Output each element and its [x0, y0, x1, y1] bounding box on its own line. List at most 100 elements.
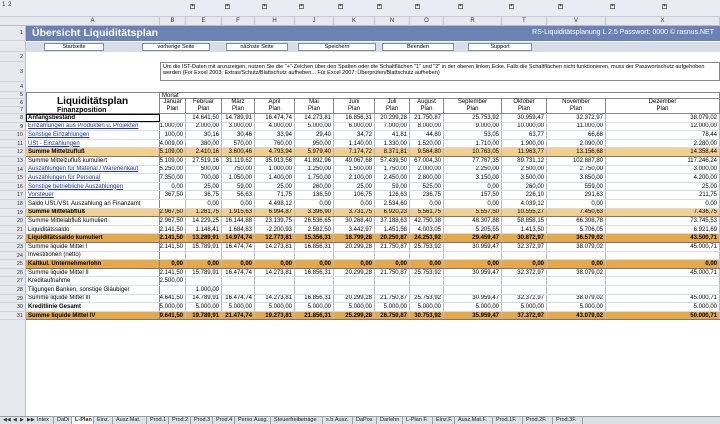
value-cell[interactable]: 30.959,47 [444, 268, 502, 277]
sheet-tab[interactable]: DaPos [353, 417, 377, 424]
value-cell[interactable]: 49.067,68 [334, 157, 375, 165]
value-cell[interactable]: 1.915,63 [222, 208, 255, 217]
nav-button-6[interactable]: Support [468, 43, 532, 51]
value-cell[interactable]: 5.000,00 [502, 303, 547, 311]
value-cell[interactable]: 25,00 [606, 182, 720, 191]
value-cell[interactable]: 3.000,00 [606, 165, 720, 174]
value-cell[interactable]: 21.750,87 [375, 268, 410, 277]
value-cell[interactable]: 67.004,30 [410, 157, 444, 165]
outline-expand-icon[interactable]: + [610, 3, 615, 9]
column-header[interactable]: O [410, 17, 444, 26]
value-cell[interactable]: 1.330,00 [375, 139, 410, 148]
value-cell[interactable]: 5.250,00 [160, 165, 186, 174]
value-cell[interactable]: 50.000,71 [606, 311, 720, 320]
sheet-tab[interactable]: Steuerfreibeträge [271, 417, 323, 424]
value-cell[interactable]: 2.534,60 [375, 200, 410, 208]
value-cell[interactable]: 45.000,71 [606, 268, 720, 277]
value-cell[interactable]: 14.358,44 [606, 148, 720, 156]
row-header[interactable]: 14 [0, 166, 26, 175]
value-cell[interactable]: 30.753,92 [410, 311, 444, 320]
sheet-tab[interactable]: Ausz.Mat. [113, 417, 147, 424]
row-header[interactable]: 10 [0, 131, 26, 140]
nav-button-4[interactable]: Speichern [298, 43, 376, 51]
value-cell[interactable]: 0,00 [444, 260, 502, 268]
value-cell[interactable] [444, 277, 502, 285]
value-cell[interactable]: 73.745,53 [606, 217, 720, 225]
value-cell[interactable]: 5.000,00 [295, 122, 334, 131]
outline-expand-icon[interactable]: + [377, 3, 382, 9]
sheet-tab[interactable]: s.b.Ausz. [323, 417, 353, 424]
value-cell[interactable]: 53,05 [444, 131, 502, 139]
value-cell[interactable]: 1.400,00 [255, 174, 295, 182]
value-cell[interactable]: 0,00 [222, 260, 255, 268]
value-cell[interactable]: 5.000,00 [255, 303, 295, 311]
value-cell[interactable]: 21.750,87 [410, 114, 444, 122]
value-cell[interactable]: 380,00 [186, 139, 222, 148]
value-cell[interactable] [186, 277, 222, 285]
value-cell[interactable]: 43.500,71 [606, 234, 720, 242]
value-cell[interactable] [502, 277, 547, 285]
value-cell[interactable]: 6.000,00 [334, 122, 375, 131]
value-cell[interactable]: 45.000,71 [606, 243, 720, 251]
row-header[interactable] [0, 42, 26, 52]
value-cell[interactable]: 12.000,00 [606, 122, 720, 131]
row-label[interactable]: Auszahlungen für Material / Warenenkauf [26, 165, 160, 174]
value-cell[interactable]: 15.356,31 [295, 234, 334, 242]
nav-button-5[interactable]: Beenden [382, 43, 454, 51]
value-cell[interactable]: 7.450,63 [547, 208, 606, 217]
value-cell[interactable] [410, 277, 444, 285]
value-cell[interactable]: 5.000,00 [222, 303, 255, 311]
value-cell[interactable]: 0,00 [547, 200, 606, 208]
value-cell[interactable]: 14.641,50 [160, 294, 186, 303]
value-cell[interactable] [606, 277, 720, 285]
column-header[interactable]: X [606, 17, 720, 26]
value-cell[interactable]: 21.474,74 [222, 311, 255, 320]
value-cell[interactable]: 0,00 [502, 260, 547, 268]
outline-level-1-button[interactable]: 1 [2, 2, 6, 8]
value-cell[interactable]: 1.250,00 [295, 165, 334, 174]
outline-expand-icon[interactable]: + [225, 3, 230, 9]
value-cell[interactable]: 14.641,50 [186, 114, 222, 122]
value-cell[interactable]: 77.767,35 [444, 157, 502, 165]
value-cell[interactable]: 0,00 [334, 260, 375, 268]
value-cell[interactable]: 5.000,00 [410, 303, 444, 311]
value-cell[interactable]: 4.009,00 [160, 139, 186, 148]
row-header[interactable]: 23 [0, 243, 26, 252]
value-cell[interactable]: 3.850,00 [547, 174, 606, 182]
value-cell[interactable]: 0,00 [444, 182, 502, 191]
value-cell[interactable] [375, 251, 410, 260]
value-cell[interactable]: 20.299,28 [375, 114, 410, 122]
sheet-tab[interactable]: L-Plan [72, 417, 94, 424]
value-cell[interactable]: 59,00 [375, 182, 410, 191]
row-header[interactable]: 22 [0, 234, 26, 243]
value-cell[interactable]: 25.753,92 [410, 268, 444, 277]
value-cell[interactable]: 2.280,00 [606, 139, 720, 148]
value-cell[interactable]: 0,00 [295, 200, 334, 208]
value-cell[interactable]: 13.289,91 [186, 234, 222, 242]
row-header[interactable]: 5 [0, 92, 26, 99]
value-cell[interactable]: 30.959,47 [444, 243, 502, 251]
value-cell[interactable]: 4.200,00 [606, 174, 720, 182]
value-cell[interactable]: 30.872,97 [502, 234, 547, 242]
value-cell[interactable]: 14.789,91 [186, 294, 222, 303]
value-cell[interactable]: 0,00 [444, 200, 502, 208]
value-cell[interactable]: 78,44 [606, 131, 720, 139]
value-cell[interactable] [410, 286, 444, 294]
value-cell[interactable]: 0,00 [186, 260, 222, 268]
value-cell[interactable]: 25,00 [255, 182, 295, 191]
value-cell[interactable] [160, 200, 186, 208]
value-cell[interactable]: 1.140,00 [334, 139, 375, 148]
column-header[interactable]: E [186, 17, 222, 26]
value-cell[interactable]: 1.750,00 [295, 174, 334, 182]
value-cell[interactable]: 2.250,00 [444, 165, 502, 174]
value-cell[interactable]: 14.974,74 [222, 234, 255, 242]
value-cell[interactable]: 14.789,91 [222, 114, 255, 122]
outline-expand-icon[interactable]: + [262, 3, 267, 9]
value-cell[interactable]: 26.750,87 [375, 311, 410, 320]
row-header[interactable]: 9 [0, 123, 26, 132]
value-cell[interactable]: 31.119,62 [222, 157, 255, 165]
value-cell[interactable] [502, 251, 547, 260]
value-cell[interactable]: 10.000,00 [502, 122, 547, 131]
value-cell[interactable]: 559,00 [547, 182, 606, 191]
value-cell[interactable]: 2.750,00 [547, 165, 606, 174]
